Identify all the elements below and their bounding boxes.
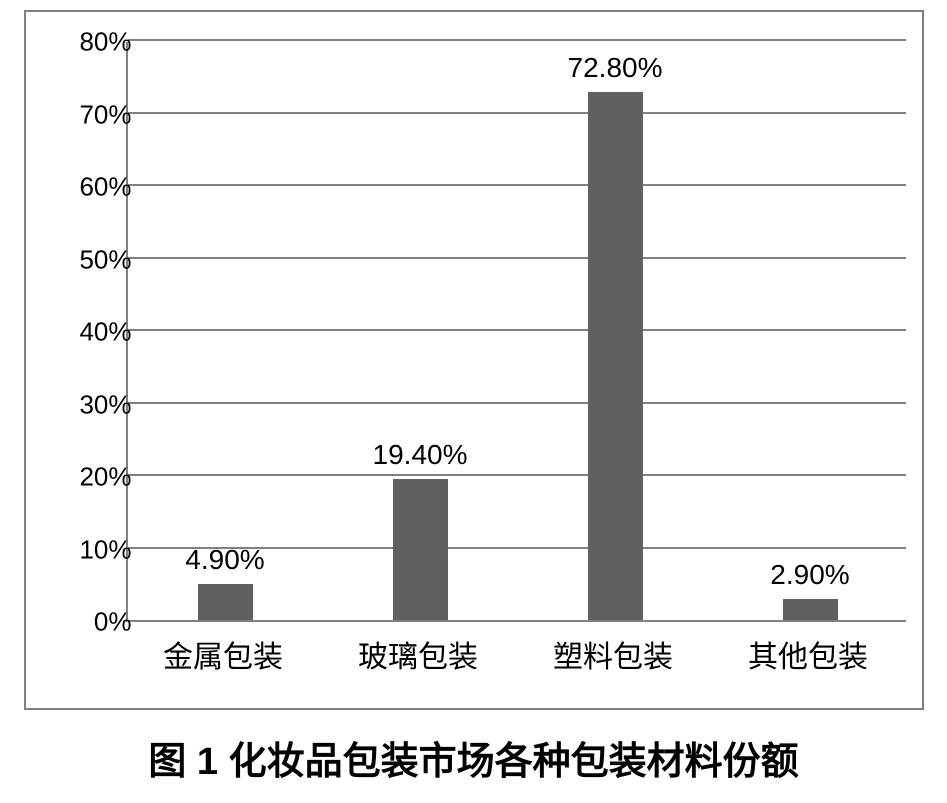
y-axis-tick-label: 20% bbox=[62, 462, 132, 493]
y-axis-tick-label: 60% bbox=[62, 172, 132, 203]
data-label: 19.40% bbox=[373, 439, 468, 471]
gridline bbox=[128, 257, 906, 259]
plot-area: 4.90% 19.40% 72.80% 2.90% bbox=[126, 42, 906, 622]
gridline bbox=[128, 39, 906, 41]
bar bbox=[588, 92, 643, 620]
x-axis-category-label: 玻璃包装 bbox=[321, 632, 516, 676]
gridline bbox=[128, 329, 906, 331]
x-axis-category-label: 其他包装 bbox=[711, 632, 906, 676]
y-axis-tick-label: 10% bbox=[62, 534, 132, 565]
y-axis-tick-label: 40% bbox=[62, 317, 132, 348]
chart-caption: 图 1 化妆品包装市场各种包装材料份额 bbox=[148, 730, 798, 785]
gridline bbox=[128, 402, 906, 404]
gridline bbox=[128, 184, 906, 186]
bar bbox=[198, 584, 253, 620]
bar bbox=[393, 479, 448, 620]
y-axis-tick-label: 30% bbox=[62, 389, 132, 420]
bar bbox=[783, 599, 838, 620]
gridline bbox=[128, 474, 906, 476]
data-label: 4.90% bbox=[185, 544, 264, 576]
chart-container: 4.90% 19.40% 72.80% 2.90% 0% 10% 20% 30% 40% 50%… bbox=[24, 10, 924, 710]
x-axis-category-label: 金属包装 bbox=[126, 632, 321, 676]
y-axis-tick-label: 0% bbox=[62, 607, 132, 638]
y-axis-tick-label: 80% bbox=[62, 27, 132, 58]
data-label: 72.80% bbox=[568, 52, 663, 84]
gridline bbox=[128, 112, 906, 114]
y-axis-tick-label: 50% bbox=[62, 244, 132, 275]
data-label: 2.90% bbox=[770, 559, 849, 591]
x-axis-category-label: 塑料包装 bbox=[516, 632, 711, 676]
y-axis-tick-label: 70% bbox=[62, 99, 132, 130]
